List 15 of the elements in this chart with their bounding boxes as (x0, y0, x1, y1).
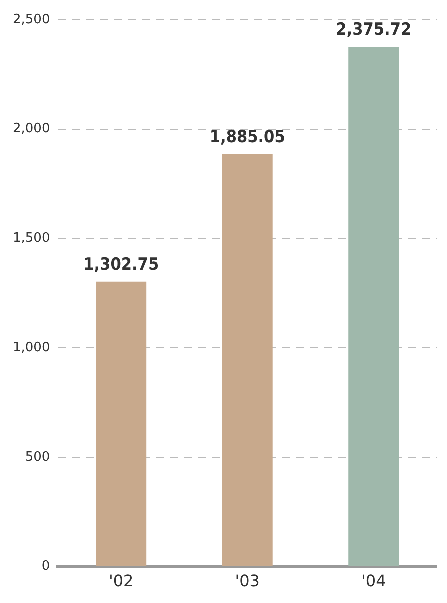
y-tick-label: 2,000 (13, 122, 50, 137)
x-tick-label: '02 (108, 572, 134, 591)
x-tick-label: '04 (361, 572, 386, 591)
x-tick-label: '03 (235, 572, 260, 591)
bar (96, 282, 147, 566)
y-tick-label: 1,500 (13, 231, 50, 246)
data-label: 1,302.75 (84, 254, 160, 275)
y-tick-label: 1,000 (13, 340, 50, 356)
y-tick-label: 500 (25, 450, 50, 465)
data-label: 1,885.05 (210, 127, 286, 148)
y-tick-label: 2,500 (13, 12, 50, 28)
bar (348, 47, 400, 566)
y-tick-label: 0 (42, 559, 50, 574)
bar (222, 154, 273, 566)
data-label: 2,375.72 (336, 20, 412, 40)
